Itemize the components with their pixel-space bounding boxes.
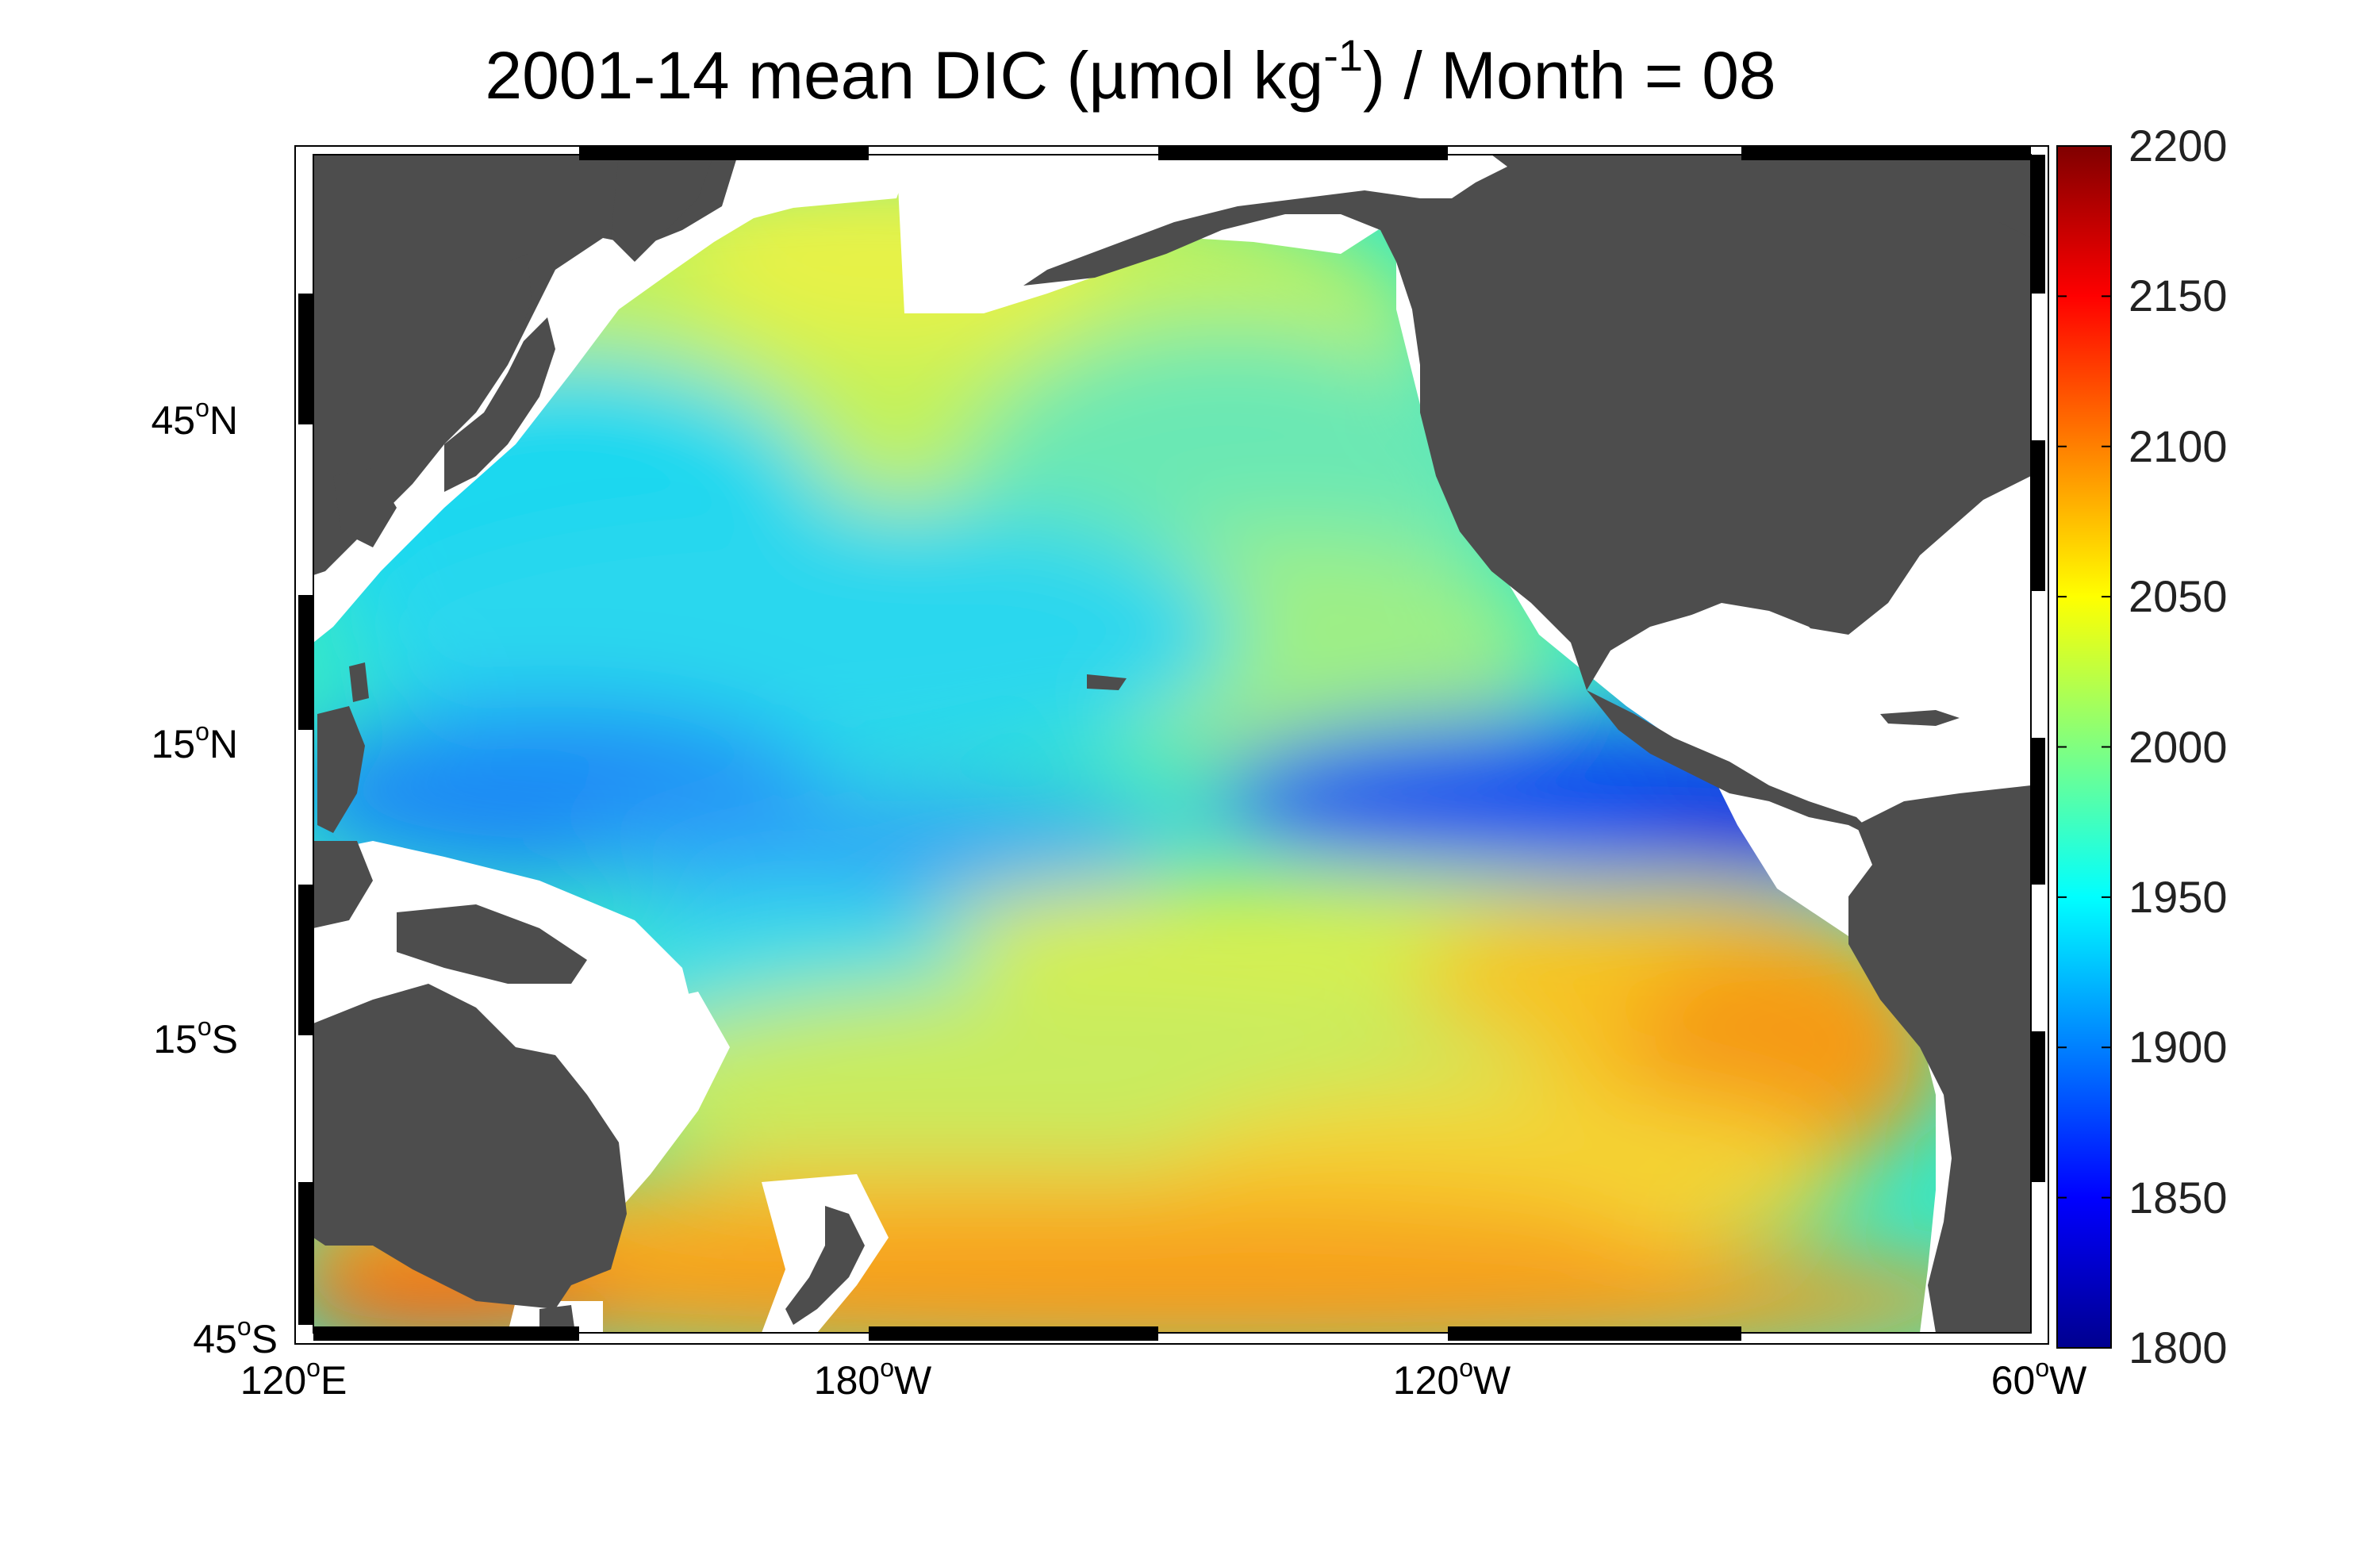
- land-masses: [313, 155, 2031, 1333]
- land-alaska: [1008, 155, 2031, 690]
- land-north-america-white: [1682, 603, 1833, 714]
- land-asia: [313, 155, 738, 575]
- land-south-america: [1848, 785, 2031, 1333]
- colorbar-label-1850: 1850: [2129, 1172, 2228, 1223]
- land-philippines: [317, 706, 365, 833]
- land-kamchatka: [611, 155, 714, 262]
- lon-label-180w: 180oW: [813, 1353, 932, 1403]
- land-caribbean: [1880, 710, 1960, 726]
- colorbar: [2056, 145, 2112, 1349]
- colorbar-label-2200: 2200: [2129, 121, 2228, 171]
- land-new-zealand: [785, 1206, 865, 1325]
- land-borneo: [313, 841, 373, 928]
- lon-label-120w: 120oW: [1392, 1353, 1511, 1403]
- lat-label-45n: 45oN: [151, 393, 238, 443]
- colorbar-label-2150: 2150: [2129, 271, 2228, 321]
- colorbar-label-1800: 1800: [2129, 1322, 2228, 1372]
- lat-label-45s: 45oS: [193, 1312, 278, 1361]
- colorbar-label-2000: 2000: [2129, 721, 2228, 772]
- land-korea: [333, 468, 397, 547]
- colorbar-label-1950: 1950: [2129, 871, 2228, 922]
- land-taiwan: [349, 662, 369, 702]
- colorbar-label-2050: 2050: [2129, 571, 2228, 622]
- land-new-guinea: [397, 904, 587, 984]
- map-frame: [294, 145, 2049, 1345]
- lat-label-15s: 15oS: [153, 1012, 238, 1061]
- land-japan: [444, 317, 555, 492]
- lon-label-60w: 60oW: [1990, 1353, 2087, 1403]
- land-australia: [313, 984, 627, 1309]
- land-central-america: [1587, 690, 1880, 841]
- land-tasmania: [539, 1305, 575, 1333]
- map-title: 2001-14 mean DIC (µmol kg-1) / Month = 0…: [485, 30, 1776, 113]
- lat-label-15n: 15oN: [151, 717, 238, 766]
- lon-label-120e: 120oE: [240, 1353, 347, 1403]
- land-hawaii: [1087, 674, 1127, 690]
- colorbar-label-1900: 1900: [2129, 1022, 2228, 1073]
- colorbar-label-2100: 2100: [2129, 420, 2228, 471]
- land-greenland-edge: [1983, 155, 2031, 238]
- land-sakhalin: [508, 254, 532, 333]
